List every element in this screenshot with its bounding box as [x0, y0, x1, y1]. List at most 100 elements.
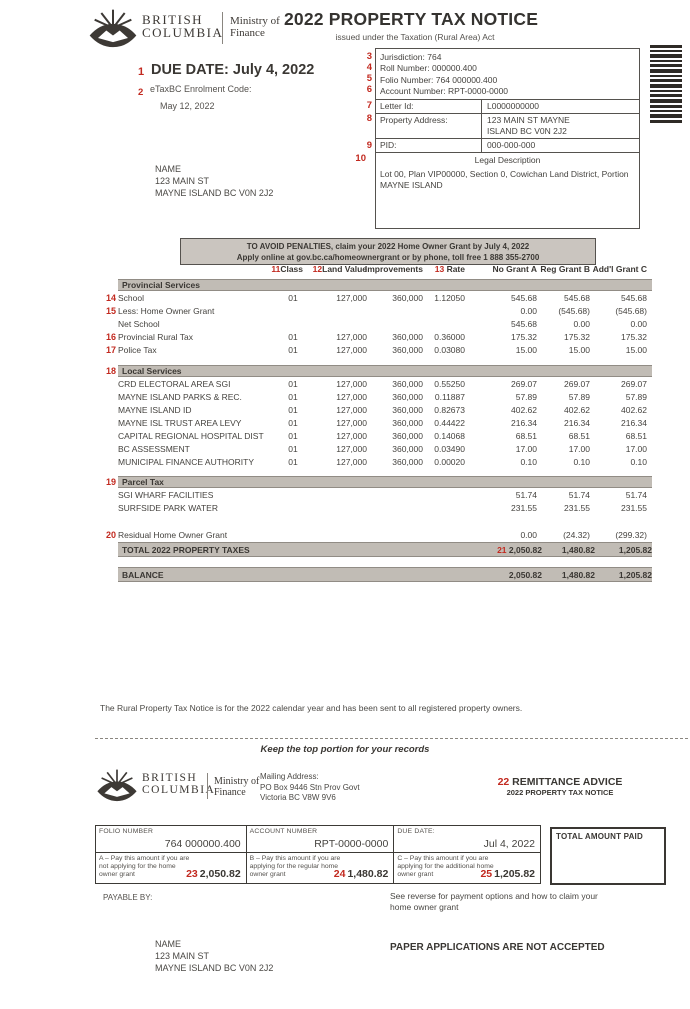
addl-grant-amount: 216.34	[621, 417, 647, 428]
no-grant-amount: 269.07	[511, 378, 537, 389]
col-land-value: 12Land Value	[312, 264, 367, 274]
addl-grant-amount: (545.68)	[615, 305, 647, 316]
account-cell: ACCOUNT NUMBER RPT-0000-0000	[246, 826, 395, 853]
marker-2: 2	[138, 87, 144, 98]
reg-grant-amount: 57.89	[568, 391, 590, 402]
tax-table-body: Provincial Services 14 School 01 127,000 360,…	[103, 279, 652, 582]
marker-3: 3	[366, 51, 372, 62]
land-value: 127,000	[336, 378, 367, 389]
class-value: 01	[288, 443, 298, 454]
land-value: 127,000	[336, 344, 367, 355]
addl-grant-amount: 68.51	[625, 430, 647, 441]
no-grant-amount: 17.00	[515, 443, 537, 454]
reg-grant-total: 1,480.82	[561, 544, 595, 555]
page-title: 2022 PROPERTY TAX NOTICE	[284, 9, 539, 29]
bc-government-logo	[89, 9, 137, 48]
rate-value: 0.55250	[434, 378, 465, 389]
letter-id-label: Letter Id:	[380, 101, 414, 112]
land-value: 127,000	[336, 331, 367, 342]
marker-7: 7	[366, 100, 372, 111]
tax-row: Net School 545.68 0.00 0.00	[103, 317, 652, 330]
service-name: BC ASSESSMENT	[118, 443, 190, 454]
total-property-taxes-row: TOTAL 2022 PROPERTY TAXES 21 2,050.82 1,48…	[103, 542, 652, 557]
rate-value: 0.36000	[434, 331, 465, 342]
addl-grant-amount: 51.74	[625, 489, 647, 500]
tax-row: 17 Police Tax 01 127,000 360,000 0.03080 15.00…	[103, 343, 652, 356]
class-value: 01	[288, 430, 298, 441]
amount-a-cell: A – Pay this amount if you are not apply…	[96, 853, 247, 883]
tax-row: BC ASSESSMENT 01 127,000 360,000 0.03490 17.0…	[103, 442, 652, 455]
roll-number: Roll Number: 000000.400	[380, 63, 477, 74]
service-name: Police Tax	[118, 344, 157, 355]
row-marker: 17	[105, 344, 116, 355]
marker-24: 24	[333, 868, 346, 880]
rate-value: 1.12050	[434, 292, 465, 303]
reg-grant-amount: 545.68	[564, 292, 590, 303]
amount-b-cell: B – Pay this amount if you are applying …	[247, 853, 395, 883]
penalty-banner: TO AVOID PENALTIES, claim your 2022 Home…	[180, 238, 596, 265]
col-no-grant-a: No Grant A	[492, 264, 537, 274]
property-info-box: Jurisdiction: 764 Roll Number: 000000.40…	[375, 48, 640, 229]
total-amount-paid-box: TOTAL AMOUNT PAID	[550, 827, 666, 885]
no-grant-amount: 231.55	[511, 502, 537, 513]
addl-grant-amount: (299.32)	[615, 529, 647, 540]
service-name: SURFSIDE PARK WATER	[118, 502, 218, 513]
remittance-table: FOLIO NUMBER 764 000000.400 ACCOUNT NUMB…	[95, 825, 541, 884]
property-address-value: 123 MAIN ST MAYNE ISLAND BC V0N 2J2	[481, 114, 639, 139]
improvements-value: 360,000	[392, 331, 423, 342]
bc-government-logo-remit	[97, 769, 137, 802]
pid-row: PID: 000-000-000	[376, 138, 639, 153]
addl-grant-amount: 402.62	[621, 404, 647, 415]
property-address-row: Property Address: 123 MAIN ST MAYNE ISLA…	[376, 113, 639, 139]
land-value: 127,000	[336, 417, 367, 428]
service-name: MAYNE ISL TRUST AREA LEVY	[118, 417, 242, 428]
rate-value: 0.11887	[434, 391, 465, 402]
no-grant-amount: 0.10	[520, 456, 537, 467]
addl-grant-total: 1,205.82	[618, 569, 652, 580]
property-address-label: Property Address:	[380, 115, 448, 126]
brand-name: BRITISH COLUMBIA	[142, 12, 224, 40]
service-name: Net School	[118, 318, 160, 329]
service-name: SGI WHARF FACILITIES	[118, 489, 214, 500]
owner-address-bottom: NAME 123 MAIN ST MAYNE ISLAND BC V0N 2J2	[155, 939, 274, 973]
tax-row: 16 Provincial Rural Tax 01 127,000 360,000 0.…	[103, 330, 652, 343]
addl-grant-amount: 15.00	[625, 344, 647, 355]
brand-divider-remit	[207, 773, 208, 799]
tax-row: SGI WHARF FACILITIES 51.74 51.74 51.74	[103, 488, 652, 501]
reg-grant-amount: (24.32)	[563, 529, 590, 540]
legal-description-text: Lot 00, Plan VIP00000, Section 0, Cowich…	[380, 169, 629, 191]
remittance-advice: 22 REMITTANCE ADVICE 2022 PROPERTY TAX N…	[497, 776, 623, 797]
improvements-value: 360,000	[392, 378, 423, 389]
class-value: 01	[288, 331, 298, 342]
improvements-value: 360,000	[392, 456, 423, 467]
reg-grant-total: 1,480.82	[561, 569, 595, 580]
marker-4: 4	[366, 62, 372, 73]
cut-line	[95, 738, 688, 739]
pid-value: 000-000-000	[481, 139, 639, 153]
addl-grant-total: 1,205.82	[618, 544, 652, 555]
mailing-address: Mailing Address: PO Box 9446 Stn Prov Go…	[260, 772, 360, 802]
row-marker: 14	[105, 292, 116, 303]
account-number: Account Number: RPT-0000-0000	[380, 85, 509, 96]
tax-row: MUNICIPAL FINANCE AUTHORITY 01 127,000 360,…	[103, 455, 652, 468]
marker-5: 5	[366, 73, 372, 84]
folio-cell: FOLIO NUMBER 764 000000.400	[96, 826, 247, 853]
issue-date: May 12, 2022	[160, 101, 215, 111]
row-marker: 16	[105, 331, 116, 342]
class-value: 01	[288, 404, 298, 415]
improvements-value: 360,000	[392, 344, 423, 355]
marker-8: 8	[366, 113, 372, 124]
reg-grant-amount: 68.51	[568, 430, 590, 441]
brand-divider	[222, 12, 223, 44]
rate-value: 0.44422	[434, 417, 465, 428]
section-header-local-services: 18 Local Services	[103, 365, 652, 377]
rate-value: 0.82673	[434, 404, 465, 415]
tax-row: MAYNE ISLAND PARKS & REC. 01 127,000 360,00…	[103, 390, 652, 403]
service-name: MAYNE ISLAND PARKS & REC.	[118, 391, 242, 402]
section-header-provincial-services: Provincial Services	[103, 279, 652, 291]
addl-grant-amount: 0.00	[630, 318, 647, 329]
service-name: CAPITAL REGIONAL HOSPITAL DIST	[118, 430, 264, 441]
addl-grant-amount: 175.32	[621, 331, 647, 342]
reg-grant-amount: 17.00	[568, 443, 590, 454]
account-value: RPT-0000-0000	[314, 838, 389, 850]
